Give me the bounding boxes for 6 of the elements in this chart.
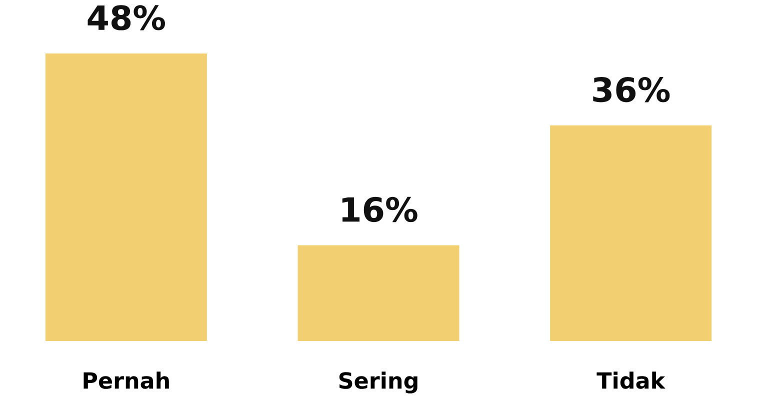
- data-label: 36%: [593, 77, 670, 102]
- x-tick-label: Sering: [339, 372, 418, 394]
- data-label: 16%: [342, 196, 418, 222]
- data-label: 48%: [88, 5, 165, 30]
- x-tick-label: Tidak: [596, 372, 666, 389]
- x-tick-label: Pernah: [84, 372, 169, 389]
